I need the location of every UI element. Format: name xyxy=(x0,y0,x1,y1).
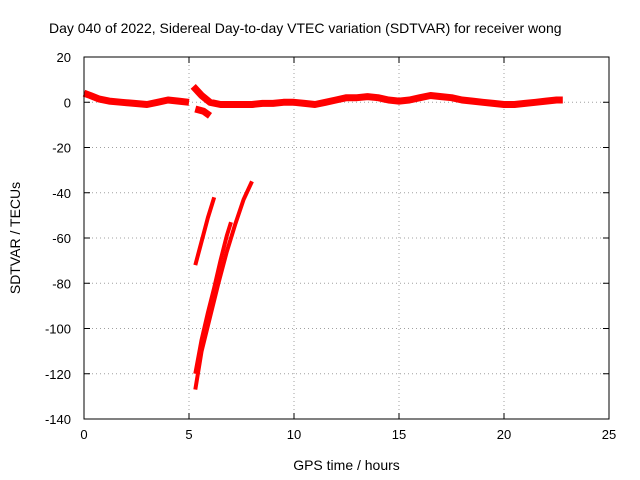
ticks-layer: 0 5 10 15 20 25 -140 -120 -100 -80 -60 -40 -20 0 20 xyxy=(45,50,616,442)
x-tick-label: 0 xyxy=(80,427,87,442)
chart-title: Day 040 of 2022, Sidereal Day-to-day VTE… xyxy=(49,20,562,36)
grid-layer xyxy=(84,57,609,419)
y-tick-label: -100 xyxy=(45,322,71,337)
y-tick-label: -20 xyxy=(52,141,71,156)
series-dip-arc xyxy=(194,105,213,119)
series-descent-arc-1 xyxy=(193,196,217,266)
y-tick-label: -80 xyxy=(52,276,71,291)
y-tick-label: -140 xyxy=(45,412,71,427)
y-tick-label: -60 xyxy=(52,231,71,246)
y-tick-label: -120 xyxy=(45,367,71,382)
series-descent-arc-2 xyxy=(193,180,254,390)
x-axis-label: GPS time / hours xyxy=(293,457,400,473)
series-descent-arc-3 xyxy=(193,221,233,375)
series-long-arc xyxy=(190,84,563,108)
plot-frame xyxy=(83,56,610,420)
y-tick-label: 20 xyxy=(57,50,71,65)
y-tick-label: 0 xyxy=(64,95,71,110)
series-main-arc xyxy=(82,89,190,108)
x-tick-label: 10 xyxy=(287,427,301,442)
x-tick-label: 15 xyxy=(392,427,406,442)
y-tick-label: -40 xyxy=(52,186,71,201)
series-layer xyxy=(82,84,563,390)
x-tick-label: 5 xyxy=(185,427,192,442)
y-axis-label: SDTVAR / TECUs xyxy=(7,182,23,294)
x-tick-label: 20 xyxy=(497,427,511,442)
x-tick-label: 25 xyxy=(602,427,616,442)
